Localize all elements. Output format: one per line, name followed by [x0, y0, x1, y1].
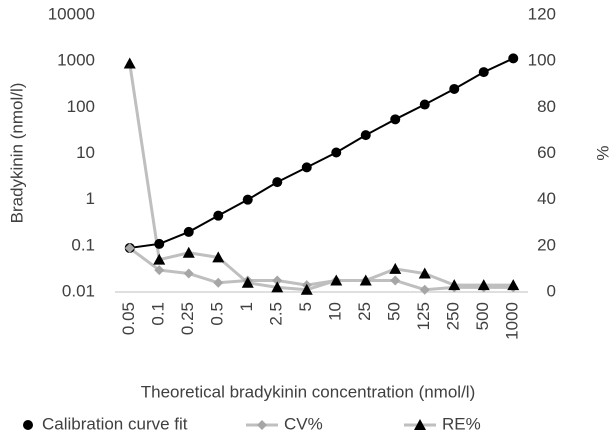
legend-marker	[23, 420, 33, 430]
y-axis-title: Bradykinin (nmol/l)	[7, 83, 26, 224]
data-point	[242, 194, 253, 205]
data-point	[390, 114, 401, 125]
series-line	[128, 246, 514, 292]
data-point	[272, 177, 283, 188]
data-point	[390, 275, 401, 286]
data-point	[508, 53, 519, 64]
y2-axis-title: %	[593, 145, 612, 160]
data-point	[212, 251, 225, 263]
data-point	[331, 147, 342, 158]
data-point	[124, 243, 135, 254]
data-point	[419, 99, 430, 110]
y-tick-label: 10000	[48, 4, 95, 23]
data-point	[330, 274, 343, 286]
x-tick-label: 5	[296, 302, 315, 311]
y2-tick-label: 80	[537, 97, 556, 116]
x-tick-label: 50	[385, 302, 404, 321]
data-point	[389, 262, 402, 274]
data-point	[477, 279, 490, 291]
data-point	[360, 130, 371, 141]
data-point	[301, 162, 312, 173]
data-point	[507, 279, 520, 291]
data-point	[183, 226, 194, 237]
y2-tick-label: 60	[537, 143, 556, 162]
data-point	[213, 277, 224, 288]
data-point	[183, 268, 194, 279]
data-point	[448, 279, 461, 291]
data-point	[153, 253, 166, 265]
legend-label: RE%	[442, 414, 481, 433]
data-point	[478, 67, 489, 78]
legend-label: CV%	[284, 414, 323, 433]
y2-tick-label: 20	[537, 235, 556, 254]
data-point	[241, 276, 254, 288]
x-tick-label: 125	[414, 302, 433, 330]
data-point	[154, 238, 165, 249]
y-tick-label: 0.1	[71, 235, 95, 254]
legend-marker	[257, 420, 267, 430]
data-point	[154, 265, 165, 276]
x-tick-label: 500	[473, 302, 492, 330]
y2-tick-label: 0	[547, 281, 556, 300]
data-point	[271, 281, 284, 293]
y-tick-label: 100	[67, 97, 95, 116]
data-point	[418, 267, 431, 279]
data-point	[123, 57, 136, 69]
x-tick-label: 1000	[503, 302, 522, 340]
x-tick-label: 25	[355, 302, 374, 321]
x-tick-label: 1	[237, 302, 256, 311]
legend-label: Calibration curve fit	[42, 414, 188, 433]
data-point	[359, 274, 372, 286]
x-tick-label: 250	[444, 302, 463, 330]
data-point	[213, 210, 224, 221]
data-point	[449, 83, 460, 94]
series-line	[128, 63, 514, 292]
data-point	[272, 275, 283, 286]
y-tick-label: 10	[76, 143, 95, 162]
data-point	[300, 283, 313, 295]
legend-marker	[414, 419, 426, 430]
y2-tick-label: 120	[528, 4, 556, 23]
x-tick-label: 0.1	[149, 302, 168, 326]
y2-tick-label: 40	[537, 189, 556, 208]
series-line	[129, 57, 514, 249]
x-tick-label: 0.5	[208, 302, 227, 326]
data-point	[419, 284, 430, 295]
y-tick-label: 1	[86, 189, 95, 208]
x-tick-label: 10	[326, 302, 345, 321]
x-tick-label: 0.25	[178, 302, 197, 335]
x-axis-title: Theoretical bradykinin concentration (nm…	[141, 382, 476, 401]
x-tick-label: 2.5	[267, 302, 286, 326]
y2-tick-label: 100	[528, 51, 556, 70]
data-point	[182, 246, 195, 258]
y-tick-label: 1000	[57, 51, 95, 70]
x-tick-label: 0.05	[119, 302, 138, 335]
y-tick-label: 0.01	[62, 281, 95, 300]
